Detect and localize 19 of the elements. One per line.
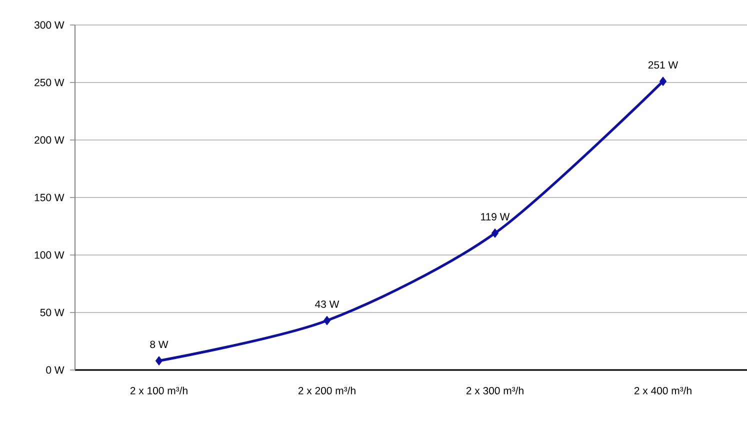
y-tick-label: 200 W [34,136,64,144]
point [491,228,499,238]
point [323,316,331,326]
data-label: 251 W [648,61,678,69]
x-tick-label: 2 x 300 m³/h [466,386,524,394]
y-tick-label: 150 W [34,194,64,202]
data-label: 8 W [150,340,168,348]
point [659,76,667,86]
x-tick-label: 2 x 200 m³/h [298,386,356,394]
y-tick-label: 250 W [34,78,64,86]
y-tick-label: 300 W [34,21,64,29]
y-tick-label: 100 W [34,251,64,259]
x-tick-label: 2 x 100 m³/h [130,386,188,394]
y-tick-label: 0 W [46,366,64,374]
data-label: 43 W [315,300,340,308]
data-label: 119 W [481,213,510,220]
point [155,356,163,366]
x-tick-label: 2 x 400 m³/h [634,386,692,394]
y-tick-label: 50 W [40,308,64,316]
